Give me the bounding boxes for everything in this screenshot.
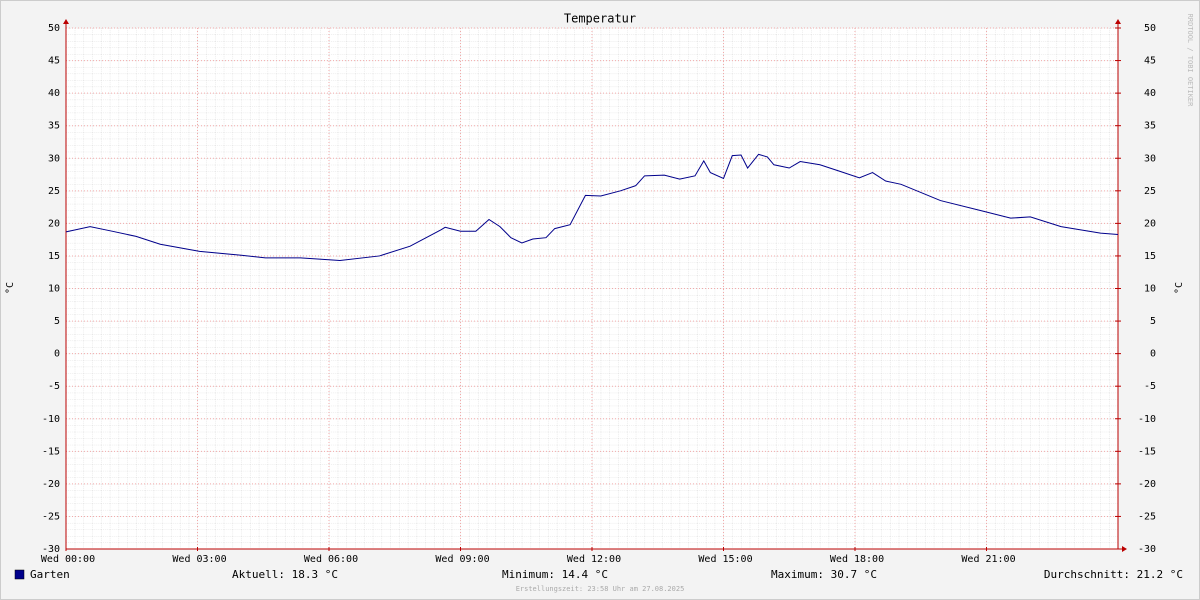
y-tick-label: 10 <box>48 284 60 295</box>
y-tick-label: 25 <box>48 186 60 197</box>
y2-tick-label: 30 <box>1144 153 1156 164</box>
watermark: RRDTOOL / TOBI OETIKER <box>1186 14 1194 108</box>
y2-tick-label: 15 <box>1144 251 1156 262</box>
y2-tick-label: 35 <box>1144 121 1156 132</box>
stat: Minimum: 14.4 °C <box>502 568 608 581</box>
y-tick-label: 20 <box>48 218 60 229</box>
y2-tick-label: 0 <box>1150 349 1156 360</box>
y2-tick-label: -25 <box>1138 511 1156 522</box>
y2-axis-label: °C <box>1174 282 1185 294</box>
x-tick-label: Wed 06:00 <box>304 554 358 565</box>
y-tick-label: -25 <box>42 511 60 522</box>
y2-tick-label: 25 <box>1144 186 1156 197</box>
y2-tick-label: -15 <box>1138 446 1156 457</box>
y-tick-label: 50 <box>48 23 60 34</box>
y-tick-label: 0 <box>54 349 60 360</box>
x-tick-label: Wed 03:00 <box>172 554 226 565</box>
y-axis-label: °C <box>5 282 16 294</box>
legend-label: Garten <box>30 568 70 581</box>
y2-tick-label: -5 <box>1144 381 1156 392</box>
y2-tick-label: 10 <box>1144 284 1156 295</box>
y-tick-label: -20 <box>42 479 60 490</box>
x-tick-label: Wed 12:00 <box>567 554 621 565</box>
arrow <box>63 19 69 24</box>
x-tick-label: Wed 18:00 <box>830 554 884 565</box>
y-tick-label: -15 <box>42 446 60 457</box>
stat: Durchschnitt: 21.2 °C <box>1044 568 1183 581</box>
legend-swatch <box>14 569 25 580</box>
arrow <box>1115 19 1121 24</box>
y2-tick-label: 45 <box>1144 56 1156 67</box>
footer: Erstellungszeit: 23:58 Uhr am 27.08.2025 <box>516 585 685 593</box>
x-tick-label: Wed 15:00 <box>698 554 752 565</box>
arrow <box>1122 546 1127 552</box>
chart-title: Temperatur <box>564 12 636 26</box>
y-tick-label: -30 <box>42 544 60 555</box>
y-tick-label: 15 <box>48 251 60 262</box>
y-tick-label: 30 <box>48 153 60 164</box>
y-tick-label: -10 <box>42 414 60 425</box>
y2-tick-label: -10 <box>1138 414 1156 425</box>
y2-tick-label: -30 <box>1138 544 1156 555</box>
y-tick-label: 45 <box>48 56 60 67</box>
x-tick-label: Wed 09:00 <box>435 554 489 565</box>
y-tick-label: -5 <box>48 381 60 392</box>
y-tick-label: 35 <box>48 121 60 132</box>
stat: Aktuell: 18.3 °C <box>232 568 338 581</box>
y2-tick-label: 20 <box>1144 218 1156 229</box>
x-tick-label: Wed 00:00 <box>41 554 95 565</box>
y2-tick-label: -20 <box>1138 479 1156 490</box>
y2-tick-label: 50 <box>1144 23 1156 34</box>
y-tick-label: 5 <box>54 316 60 327</box>
y2-tick-label: 40 <box>1144 88 1156 99</box>
line <box>65 153 1119 262</box>
x-tick-label: Wed 21:00 <box>961 554 1015 565</box>
stat: Maximum: 30.7 °C <box>771 568 877 581</box>
y2-tick-label: 5 <box>1150 316 1156 327</box>
y-tick-label: 40 <box>48 88 60 99</box>
